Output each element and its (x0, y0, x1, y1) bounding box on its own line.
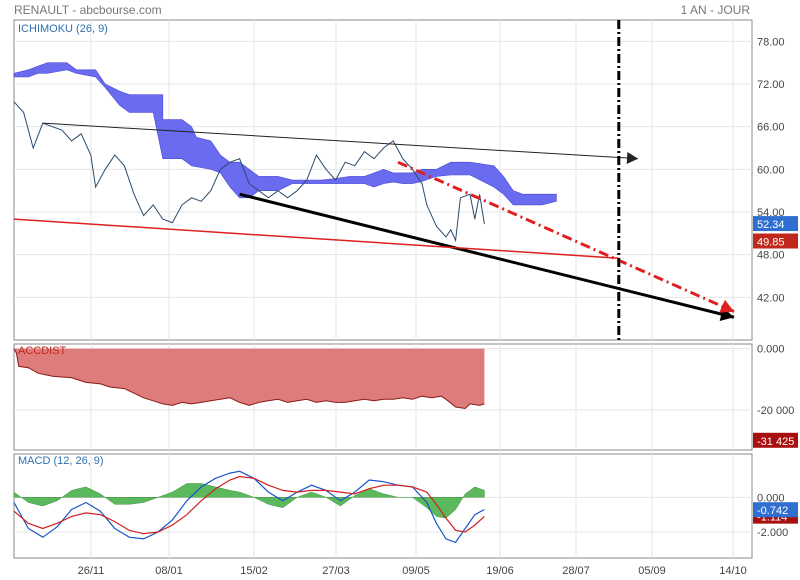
trendline-red-support (13, 218, 619, 259)
ichimoku-title: ICHIMOKU (26, 9) (18, 23, 108, 35)
x-tick-label: 15/02 (240, 565, 268, 577)
y-tick-label: -20 000 (757, 405, 794, 417)
panel-frame (13, 453, 753, 559)
level-badge (753, 233, 798, 249)
accdist-last-badge (753, 432, 798, 448)
panel-frames (13, 19, 753, 559)
y-tick-label: 48.00 (757, 250, 785, 262)
ichimoku-y-ticks: 42.00 48.00 54.00 60.00 66.00 72.00 78.00 (757, 36, 785, 304)
y-tick-label: 54.00 (757, 207, 785, 219)
macd-panel: MACD (12, 26, 9) 0.000-2.000 -1.114 -0.7… (13, 455, 798, 544)
accdist-last-label: -31 425 (757, 436, 794, 448)
accdist-title: ACCDIST (18, 345, 67, 357)
y-tick-label: 78.00 (757, 36, 785, 48)
chart-header-title: RENAULT - abcbourse.com (14, 3, 162, 17)
y-tick-label: 72.00 (757, 79, 785, 91)
ichimoku-cloud (13, 62, 557, 206)
macd-last-label: -0.742 (757, 505, 788, 517)
trendline-thick-black (239, 192, 735, 319)
accdist-y-ticks: 0.000 -20 000 (757, 344, 794, 417)
panel-frame (13, 343, 753, 451)
macd-title: MACD (12, 26, 9) (18, 455, 104, 467)
accdist-area (14, 348, 485, 409)
y-tick-label: -2.000 (757, 527, 788, 539)
panel-frame (13, 19, 753, 341)
price-line (13, 101, 485, 243)
macd-y-ticks: 0.000 -2.000 (757, 492, 788, 539)
accdist-panel: ACCDIST 0.000 -20 000 -31 425 (13, 344, 798, 448)
x-tick-label: 08/01 (155, 565, 183, 577)
x-tick-label: 28/07 (562, 565, 590, 577)
ichimoku-panel: ICHIMOKU (26, 9) 42.00 48.00 54.00 60.00 66.… (13, 20, 798, 340)
level-label: 49.85 (757, 237, 785, 249)
arrowhead-red-dashdot (719, 299, 734, 313)
y-tick-label: 0.000 (757, 492, 785, 504)
trendline-thin-black (42, 122, 639, 160)
macd-histogram (13, 483, 485, 519)
y-tick-label: 42.00 (757, 292, 785, 304)
accdist-line (13, 348, 485, 410)
x-axis-ticks: 26/11 08/01 15/02 27/03 09/05 19/06 28/07 05/09… (78, 565, 747, 577)
x-tick-label: 14/10 (719, 565, 747, 577)
last-price-badge (753, 216, 798, 232)
chart-header-period: 1 AN - JOUR (680, 3, 750, 17)
trendline-red-dashdot (397, 160, 735, 313)
macd-line (13, 470, 485, 544)
x-tick-label: 27/03 (322, 565, 350, 577)
macd-signal-line (13, 475, 485, 535)
y-tick-label: 60.00 (757, 164, 785, 176)
macd-last-badge (753, 502, 798, 518)
last-price-label: 52.34 (757, 219, 785, 231)
y-tick-label: 66.00 (757, 122, 785, 134)
x-tick-label: 09/05 (402, 565, 430, 577)
x-tick-label: 05/09 (638, 565, 666, 577)
x-tick-label: 26/11 (78, 565, 105, 577)
y-tick-label: 0.000 (757, 344, 785, 356)
arrowhead-thin-black (626, 152, 638, 164)
x-tick-label: 19/06 (486, 565, 514, 577)
